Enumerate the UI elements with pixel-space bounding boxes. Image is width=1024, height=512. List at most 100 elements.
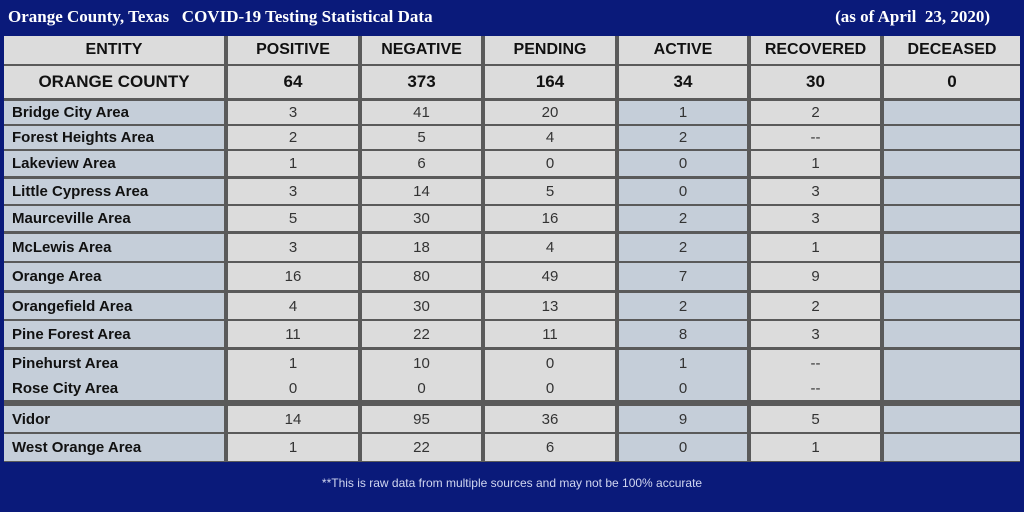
row-active-cell: 0 (619, 151, 747, 176)
row-pending-cell: 11 (485, 321, 615, 347)
row-pending-cell: 20 (485, 101, 615, 124)
row-positive-cell: 3 (228, 179, 358, 204)
total-entity: ORANGE COUNTY (4, 66, 224, 98)
row-positive-cell: 4 (228, 293, 358, 319)
row-entity-cell: Lakeview Area (4, 151, 224, 176)
row-recovered-cell: 1 (751, 234, 880, 261)
row-negative-cell: 0 (362, 376, 481, 400)
row-positive-cell: 1 (228, 350, 358, 377)
row-active-cell: 2 (619, 293, 747, 319)
row-deceased-cell (884, 101, 1020, 124)
row-recovered-cell: 5 (751, 406, 880, 432)
row-recovered-cell: 1 (751, 434, 880, 461)
row-pending-cell: 0 (485, 350, 615, 377)
row-recovered-cell: 3 (751, 206, 880, 231)
row-pending-cell: 0 (485, 151, 615, 176)
row-entity-cell: West Orange Area (4, 434, 224, 461)
row-recovered-cell: 2 (751, 101, 880, 124)
row-entity-cell: Orange Area (4, 263, 224, 290)
header-entity: ENTITY (4, 36, 224, 64)
row-negative-cell: 30 (362, 206, 481, 231)
title-bar: Orange County, Texas COVID-19 Testing St… (0, 0, 1024, 36)
total-deceased: 0 (884, 66, 1020, 98)
row-active-cell: 8 (619, 321, 747, 347)
row-entity-cell: Forest Heights Area (4, 126, 224, 149)
row-deceased-cell (884, 321, 1020, 347)
row-recovered-cell: 3 (751, 321, 880, 347)
row-pending-cell: 4 (485, 126, 615, 149)
row-recovered-cell: -- (751, 376, 880, 400)
row-pending-cell: 6 (485, 434, 615, 461)
row-positive-cell: 5 (228, 206, 358, 231)
row-pending-cell: 36 (485, 406, 615, 432)
stats-table: ENTITY POSITIVE NEGATIVE PENDING ACTIVE RECOV… (4, 36, 1020, 462)
row-deceased-cell (884, 151, 1020, 176)
row-active-cell: 2 (619, 126, 747, 149)
total-recovered: 30 (751, 66, 880, 98)
row-deceased-cell (884, 263, 1020, 290)
row-pending-cell: 16 (485, 206, 615, 231)
row-recovered-cell: 9 (751, 263, 880, 290)
total-active: 34 (619, 66, 747, 98)
row-negative-cell: 10 (362, 350, 481, 377)
row-active-cell: 2 (619, 206, 747, 231)
row-entity-cell: Pinehurst Area (4, 350, 224, 377)
row-deceased-cell (884, 179, 1020, 204)
row-deceased-cell (884, 234, 1020, 261)
row-positive-cell: 2 (228, 126, 358, 149)
row-deceased-cell (884, 350, 1020, 377)
row-negative-cell: 41 (362, 101, 481, 124)
footnote: **This is raw data from multiple sources… (321, 476, 703, 490)
header-deceased: DECEASED (884, 36, 1020, 64)
row-positive-cell: 3 (228, 234, 358, 261)
row-pending-cell: 0 (485, 376, 615, 400)
row-deceased-cell (884, 376, 1020, 400)
row-pending-cell: 5 (485, 179, 615, 204)
row-positive-cell: 11 (228, 321, 358, 347)
row-negative-cell: 30 (362, 293, 481, 319)
row-pending-cell: 4 (485, 234, 615, 261)
row-deceased-cell (884, 293, 1020, 319)
row-recovered-cell: 3 (751, 179, 880, 204)
row-deceased-cell (884, 206, 1020, 231)
row-positive-cell: 14 (228, 406, 358, 432)
row-active-cell: 0 (619, 179, 747, 204)
row-active-cell: 9 (619, 406, 747, 432)
row-negative-cell: 22 (362, 434, 481, 461)
row-deceased-cell (884, 406, 1020, 432)
row-negative-cell: 95 (362, 406, 481, 432)
row-active-cell: 2 (619, 234, 747, 261)
row-pending-cell: 13 (485, 293, 615, 319)
row-entity-cell: Maurceville Area (4, 206, 224, 231)
row-negative-cell: 5 (362, 126, 481, 149)
row-positive-cell: 16 (228, 263, 358, 290)
row-entity-cell: Vidor (4, 406, 224, 432)
row-positive-cell: 3 (228, 101, 358, 124)
row-active-cell: 0 (619, 376, 747, 400)
row-active-cell: 1 (619, 101, 747, 124)
row-recovered-cell: 1 (751, 151, 880, 176)
total-negative: 373 (362, 66, 481, 98)
row-deceased-cell (884, 126, 1020, 149)
as-of-date: (as of April 23, 2020) (835, 7, 990, 26)
header-positive: POSITIVE (228, 36, 358, 64)
row-recovered-cell: -- (751, 126, 880, 149)
row-entity-cell: Little Cypress Area (4, 179, 224, 204)
row-deceased-cell (884, 434, 1020, 461)
row-positive-cell: 0 (228, 376, 358, 400)
row-negative-cell: 22 (362, 321, 481, 347)
total-positive: 64 (228, 66, 358, 98)
row-entity-cell: Rose City Area (4, 376, 224, 400)
header-recovered: RECOVERED (751, 36, 880, 64)
row-active-cell: 0 (619, 434, 747, 461)
row-entity-cell: Pine Forest Area (4, 321, 224, 347)
row-pending-cell: 49 (485, 263, 615, 290)
row-recovered-cell: 2 (751, 293, 880, 319)
row-negative-cell: 14 (362, 179, 481, 204)
row-active-cell: 1 (619, 350, 747, 377)
page-title: Orange County, Texas COVID-19 Testing St… (8, 7, 433, 26)
row-entity-cell: Orangefield Area (4, 293, 224, 319)
row-positive-cell: 1 (228, 434, 358, 461)
row-negative-cell: 80 (362, 263, 481, 290)
row-negative-cell: 6 (362, 151, 481, 176)
